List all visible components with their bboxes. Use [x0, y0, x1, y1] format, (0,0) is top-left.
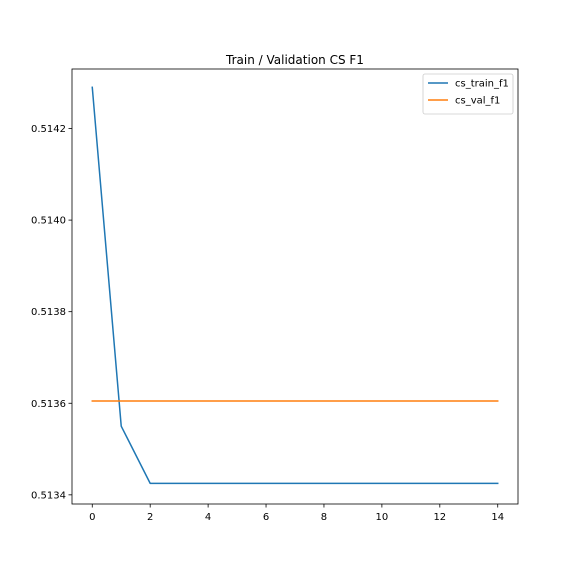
y-tick-label: 0.5136 — [31, 399, 66, 410]
y-tick-label: 0.5142 — [31, 124, 66, 135]
legend-label-cs_train_f1: cs_train_f1 — [455, 79, 509, 90]
legend-label-cs_val_f1: cs_val_f1 — [455, 96, 500, 107]
axes-frame — [71, 68, 519, 505]
legend: cs_train_f1 cs_val_f1 — [422, 73, 514, 115]
axes: 0 2 4 6 8 10 12 14 0.5134 0.5136 0.5138 0.5140 0.514… — [31, 68, 519, 523]
y-tick-label: 0.5140 — [31, 216, 66, 227]
x-tick-label: 10 — [376, 512, 389, 523]
x-tick-label: 2 — [147, 512, 153, 523]
x-tick-label: 8 — [321, 512, 327, 523]
x-tick-label: 12 — [433, 512, 446, 523]
chart-title: Train / Validation CS F1 — [225, 53, 364, 67]
legend-box — [422, 73, 514, 115]
y-tick-label: 0.5134 — [31, 490, 66, 501]
x-tick-label: 4 — [205, 512, 211, 523]
x-tick-label: 14 — [491, 512, 504, 523]
plot-area — [91, 86, 499, 485]
series-line-cs_train_f1 — [91, 86, 499, 485]
x-tick-label: 6 — [263, 512, 269, 523]
x-tick-label: 0 — [89, 512, 95, 523]
y-tick-label: 0.5138 — [31, 307, 66, 318]
